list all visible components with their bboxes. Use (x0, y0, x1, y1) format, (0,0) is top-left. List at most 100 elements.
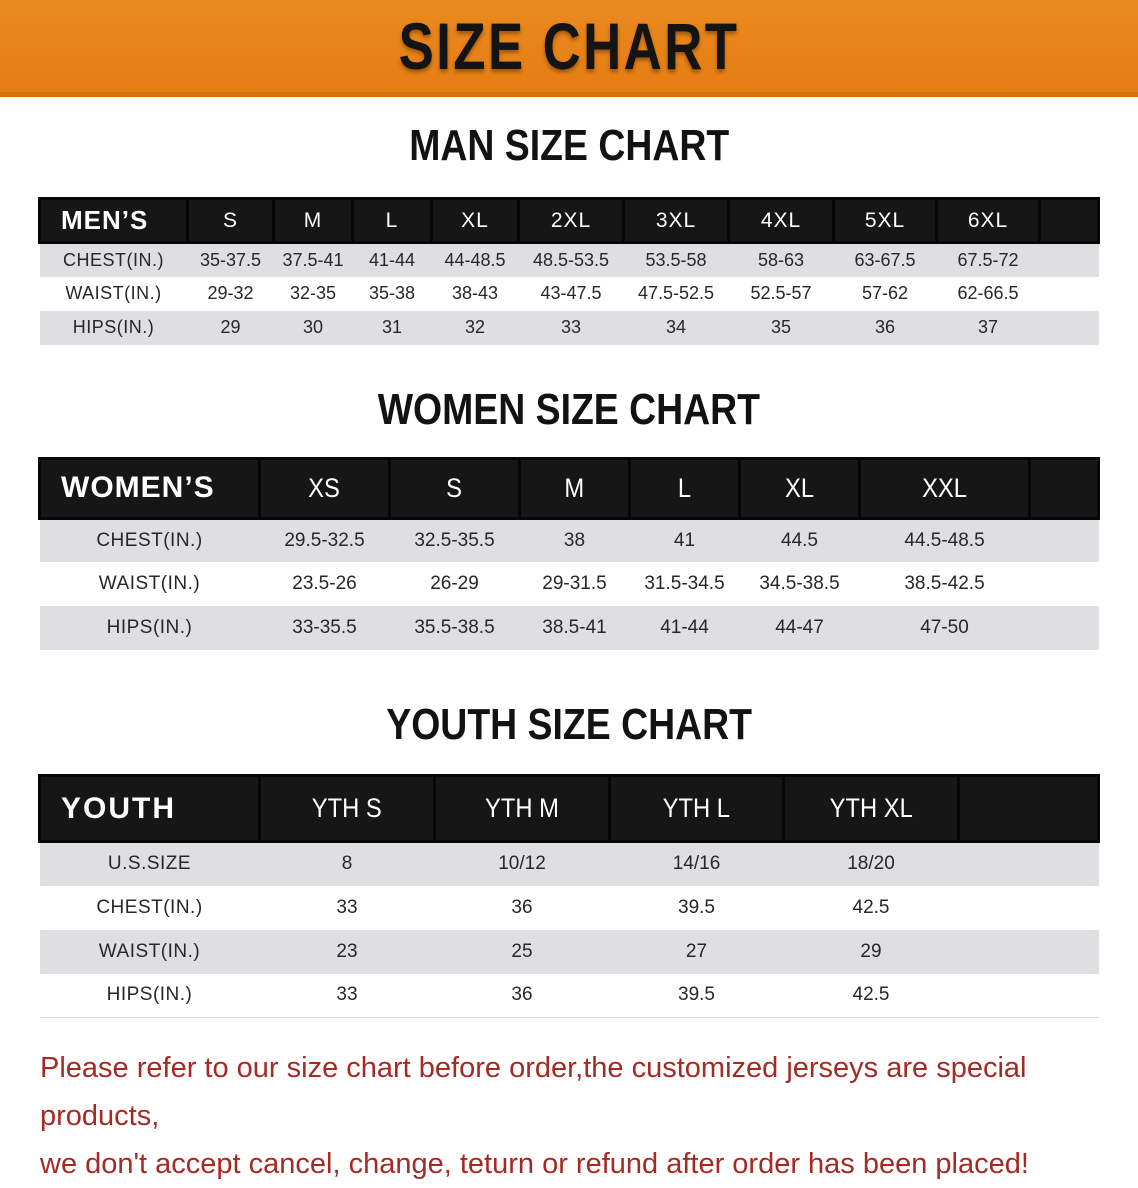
size-cell: 41-44 (629, 606, 740, 650)
size-cell: 67.5-72 (936, 241, 1040, 277)
size-cell: 29-31.5 (519, 562, 630, 606)
women-size-header: M (518, 456, 631, 520)
size-cell: 32 (431, 310, 519, 345)
size-cell: 8 (259, 840, 435, 886)
size-cell: 29-32 (187, 276, 274, 311)
size-cell: 38 (519, 516, 630, 562)
women-section-title: WOMEN SIZE CHART (0, 386, 1138, 433)
men-section-title: MAN SIZE CHART (0, 123, 1138, 169)
youth-section-title: YOUTH SIZE CHART (0, 702, 1138, 748)
youth-size-header: YTH L (608, 774, 785, 843)
size-cell: 53.5-58 (623, 241, 729, 277)
size-cell: 23.5-26 (259, 562, 390, 606)
men-header-label: MEN’S (38, 197, 189, 244)
youth-header-label: YOUTH (38, 774, 261, 843)
row-label: CHEST(IN.) (39, 241, 188, 277)
youth-size-table: YOUTH YTH S YTH M YTH L YTH XL U.S.SIZE … (38, 774, 1100, 1018)
women-size-header: L (628, 456, 741, 520)
size-cell: 14/16 (609, 840, 784, 886)
men-chest-row: CHEST(IN.) 35-37.5 37.5-41 41-44 44-48.5… (39, 241, 1099, 277)
women-hips-row: HIPS(IN.) 33-35.5 35.5-38.5 38.5-41 41-4… (39, 606, 1099, 650)
size-cell: 31 (352, 310, 432, 345)
spacer-cell (957, 774, 1100, 843)
size-cell: 34.5-38.5 (739, 562, 860, 606)
size-cell: 42.5 (783, 885, 959, 930)
size-cell: 35-37.5 (187, 241, 274, 277)
women-size-header: XS (258, 456, 391, 520)
men-section-title-text: MAN SIZE CHART (409, 121, 729, 170)
women-size-header: XXL (858, 456, 1031, 520)
youth-size-header: YTH M (433, 774, 611, 843)
spacer-cell (1038, 197, 1100, 244)
youth-ussize-row: U.S.SIZE 8 10/12 14/16 18/20 (39, 840, 1099, 886)
youth-size-header-text: YTH L (662, 793, 731, 823)
size-cell: 23 (259, 929, 435, 974)
spacer-cell (958, 929, 1099, 974)
size-cell: 44.5 (739, 516, 860, 562)
size-cell: 29 (187, 310, 274, 345)
size-cell: 30 (273, 310, 353, 345)
youth-chest-row: CHEST(IN.) 33 36 39.5 42.5 (39, 885, 1099, 930)
spacer-cell (958, 973, 1099, 1018)
women-size-header: S (388, 456, 521, 520)
size-cell: 29 (783, 929, 959, 974)
women-header-row: WOMEN’S XS S M L XL XXL (38, 456, 1100, 520)
women-size-header-text: XL (784, 472, 815, 503)
youth-waist-row: WAIST(IN.) 23 25 27 29 (39, 929, 1099, 974)
women-chest-row: CHEST(IN.) 29.5-32.5 32.5-35.5 38 41 44.… (39, 516, 1099, 562)
youth-size-header: YTH XL (782, 774, 960, 843)
size-cell: 58-63 (728, 241, 834, 277)
size-cell: 25 (434, 929, 610, 974)
men-size-header: 3XL (622, 197, 730, 244)
size-cell: 44.5-48.5 (859, 516, 1030, 562)
size-cell: 38-43 (431, 276, 519, 311)
women-size-header-text: S (446, 472, 463, 503)
youth-size-header-text: YTH M (485, 793, 559, 823)
size-cell: 35 (728, 310, 834, 345)
spacer-cell (1029, 606, 1099, 650)
men-size-header: S (186, 197, 275, 244)
row-label: HIPS(IN.) (39, 606, 260, 650)
youth-header-row: YOUTH YTH S YTH M YTH L YTH XL (38, 774, 1100, 843)
men-size-header: 2XL (517, 197, 625, 244)
size-cell: 18/20 (783, 840, 959, 886)
size-cell: 41 (629, 516, 740, 562)
women-size-header-text: L (677, 472, 692, 503)
women-size-header-text: M (564, 472, 585, 503)
size-cell: 62-66.5 (936, 276, 1040, 311)
size-cell: 26-29 (389, 562, 520, 606)
size-cell: 37.5-41 (273, 241, 353, 277)
spacer-cell (1029, 516, 1099, 562)
size-cell: 31.5-34.5 (629, 562, 740, 606)
row-label: WAIST(IN.) (39, 562, 260, 606)
size-cell: 33-35.5 (259, 606, 390, 650)
size-cell: 33 (259, 885, 435, 930)
row-label: CHEST(IN.) (39, 516, 260, 562)
youth-hips-row: HIPS(IN.) 33 36 39.5 42.5 (39, 973, 1099, 1018)
size-cell: 27 (609, 929, 784, 974)
men-size-header: XL (430, 197, 520, 244)
size-cell: 39.5 (609, 973, 784, 1018)
size-cell: 44-47 (739, 606, 860, 650)
row-label: U.S.SIZE (39, 840, 260, 886)
row-label: HIPS(IN.) (39, 310, 188, 345)
size-cell: 33 (259, 973, 435, 1018)
size-cell: 43-47.5 (518, 276, 624, 311)
spacer-cell (958, 885, 1099, 930)
men-size-header: 5XL (832, 197, 938, 244)
men-size-table: MEN’S S M L XL 2XL 3XL 4XL 5XL 6XL CHEST… (38, 197, 1100, 345)
size-cell: 32-35 (273, 276, 353, 311)
size-cell: 34 (623, 310, 729, 345)
disclaimer-line-2: we don't accept cancel, change, teturn o… (40, 1148, 1029, 1180)
banner: SIZE CHART (0, 0, 1138, 97)
youth-size-header-text: YTH XL (829, 793, 913, 823)
youth-size-header: YTH S (258, 774, 436, 843)
size-cell: 52.5-57 (728, 276, 834, 311)
disclaimer-line-1: Please refer to our size chart before or… (40, 1052, 1027, 1132)
size-cell: 42.5 (783, 973, 959, 1018)
youth-section-title-text: YOUTH SIZE CHART (386, 700, 752, 749)
size-cell: 32.5-35.5 (389, 516, 520, 562)
size-cell: 35.5-38.5 (389, 606, 520, 650)
men-waist-row: WAIST(IN.) 29-32 32-35 35-38 38-43 43-47… (39, 276, 1099, 311)
spacer-cell (958, 840, 1099, 886)
